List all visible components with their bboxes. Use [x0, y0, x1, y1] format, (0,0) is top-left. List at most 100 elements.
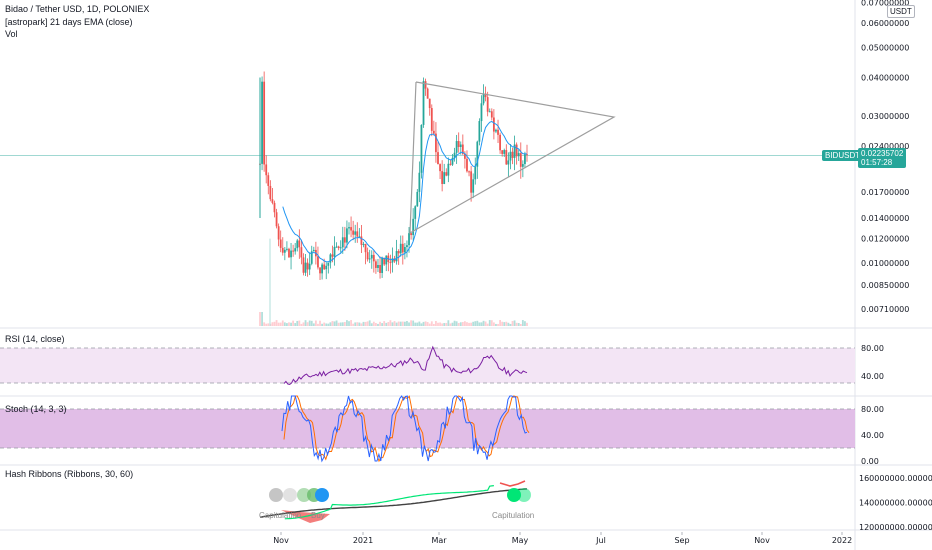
last-price-value: 0.02235702 [861, 149, 903, 158]
candle-body [286, 249, 288, 250]
volume-bar [367, 321, 369, 326]
chart-title: Bidao / Tether USD, 1D, POLONIEX [5, 4, 149, 14]
volume-bar [501, 322, 503, 326]
candle-body [367, 252, 369, 259]
candle-body [284, 250, 286, 253]
volume-bar [272, 322, 274, 326]
candle-body [524, 154, 526, 164]
volume-bar [474, 321, 476, 326]
volume-bar [516, 323, 518, 326]
hash-tick-label: 120000000.00000000 [859, 523, 932, 532]
candle-body [406, 245, 408, 247]
hash-tick-label: 160000000.00000000 [859, 474, 932, 483]
candle-body [400, 244, 402, 254]
time-axis[interactable]: Nov 2021 Mar May Jul Sep Nov 2022 [273, 532, 852, 545]
volume-bar [344, 322, 346, 326]
candle-body [294, 248, 296, 251]
candle-body [298, 240, 300, 247]
candle-body [356, 231, 358, 236]
volume-bar [485, 321, 487, 326]
volume-bar [408, 322, 410, 326]
volume-bar [383, 321, 385, 326]
volume-bar [371, 323, 373, 326]
volume-bar [468, 323, 470, 326]
volume-bar [282, 320, 284, 326]
candle-body [418, 173, 420, 192]
candle-body [512, 152, 514, 158]
volume-bar [447, 320, 449, 326]
price-tick-label: 0.01700000 [861, 188, 909, 197]
currency-button[interactable]: USDT [887, 5, 915, 18]
capitulation-label-1: Capitulation [259, 511, 301, 520]
hash-signal-dot [315, 488, 329, 502]
volume-bar [352, 324, 354, 326]
candle-body [470, 171, 472, 192]
volume-bar [363, 322, 365, 326]
candle-body [348, 227, 350, 228]
hash-red-segment [500, 481, 525, 486]
rsi-pane[interactable] [0, 347, 855, 385]
volume-bar [470, 323, 472, 326]
volume-bar [319, 321, 321, 326]
candle-body [427, 89, 429, 99]
volume-bar [458, 323, 460, 326]
volume-bar [288, 322, 290, 326]
volume-bar [389, 320, 391, 326]
candle-body [458, 141, 460, 147]
volume-bar [387, 322, 389, 326]
volume-bar [497, 324, 499, 326]
stoch-tick-label: 80.00 [861, 405, 884, 414]
time-tick-label: Jul [595, 536, 606, 545]
volume-bar [429, 324, 431, 326]
candle-body [410, 233, 412, 235]
candle-body [408, 233, 410, 245]
candle-body [342, 237, 344, 247]
candle-body [505, 150, 507, 164]
volume-bar [464, 321, 466, 326]
volume-bar [325, 323, 327, 326]
candle-body [309, 264, 311, 270]
candle-body [398, 251, 400, 253]
volume-bar [375, 323, 377, 326]
price-tick-label: 0.01200000 [861, 235, 909, 244]
volume-bar [338, 323, 340, 326]
capitulation-label-2: Capitulation [492, 511, 534, 520]
volume-bar [303, 322, 305, 326]
time-tick-label: May [512, 536, 529, 545]
hash-tick-label: 140000000.00000000 [859, 499, 932, 508]
candle-body [483, 93, 485, 103]
volume-bar [487, 324, 489, 326]
volume-bar [439, 323, 441, 326]
candle-body [344, 237, 346, 242]
volume-bar [321, 324, 323, 326]
volume-bar [300, 324, 302, 326]
volume-bar [445, 323, 447, 326]
price-axis[interactable]: 0.07000000 0.06000000 0.05000000 0.04000000… [859, 0, 932, 532]
volume-bar [493, 322, 495, 326]
volume-bar [323, 323, 325, 326]
stoch-band [0, 409, 855, 448]
candle-body [338, 247, 340, 248]
volume-bar [481, 322, 483, 326]
volume-bar [385, 323, 387, 326]
candle-body [445, 172, 447, 175]
volume-bar [361, 323, 363, 326]
time-tick-label: Nov [273, 536, 289, 545]
candle-body [307, 263, 309, 270]
volume-bar [377, 324, 379, 326]
volume-bar [512, 321, 514, 326]
volume-bar [435, 321, 437, 326]
candle-body [489, 111, 491, 112]
candle-body [375, 261, 377, 268]
candle-body [495, 130, 497, 132]
volume-bar [309, 321, 311, 326]
candle-body [332, 254, 334, 256]
volume-bar [313, 323, 315, 326]
stoch-pane[interactable] [0, 396, 855, 461]
candle-body [280, 240, 282, 248]
hash-signal-dot [517, 488, 531, 502]
price-pane[interactable] [0, 71, 855, 326]
volume-bar [292, 321, 294, 326]
volume-bar [522, 320, 524, 326]
